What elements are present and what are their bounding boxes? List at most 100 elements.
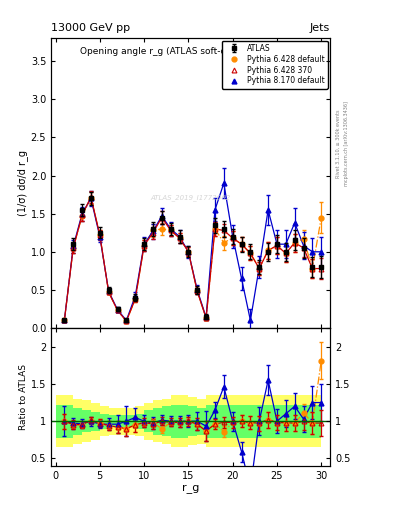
Pythia 6.428 370 [107,289,111,295]
Pythia 6.428 370 [88,194,93,200]
Pythia 6.428 default [319,215,323,221]
Pythia 8.170 default [310,249,315,255]
Y-axis label: (1/σ) dσ/d r_g: (1/σ) dσ/d r_g [17,150,28,216]
Pythia 6.428 default [88,195,93,201]
Pythia 6.428 370 [213,226,217,232]
Pythia 6.428 default [230,235,235,241]
Pythia 8.170 default [186,249,191,255]
Pythia 6.428 default [301,236,306,242]
Pythia 8.170 default [257,264,262,270]
Pythia 8.170 default [133,293,138,299]
Pythia 6.428 default [248,250,253,257]
Pythia 6.428 370 [97,232,102,238]
Pythia 6.428 370 [142,243,147,249]
Pythia 8.170 default [160,213,164,219]
Text: ATLAS_2019_I1772062: ATLAS_2019_I1772062 [151,195,231,201]
X-axis label: r_g: r_g [182,483,199,494]
Text: 13000 GeV pp: 13000 GeV pp [51,23,130,33]
Pythia 8.170 default [266,207,270,213]
Pythia 6.428 default [266,247,270,253]
Pythia 8.170 default [292,220,297,226]
Pythia 6.428 default [115,307,120,313]
Pythia 6.428 default [283,250,288,257]
Text: Opening angle r_g (ATLAS soft-drop observables): Opening angle r_g (ATLAS soft-drop obser… [79,47,302,56]
Pythia 8.170 default [301,243,306,249]
Pythia 8.170 default [151,228,155,234]
Pythia 8.170 default [62,317,67,324]
Pythia 8.170 default [222,180,226,186]
Pythia 6.428 default [107,289,111,295]
Pythia 8.170 default [239,275,244,282]
Pythia 6.428 370 [124,318,129,324]
Text: Rivet 3.1.10, ≥ 300k events: Rivet 3.1.10, ≥ 300k events [336,109,341,178]
Pythia 6.428 370 [80,212,84,218]
Pythia 6.428 370 [115,307,120,313]
Pythia 6.428 default [160,226,164,232]
Y-axis label: Ratio to ATLAS: Ratio to ATLAS [19,364,28,430]
Pythia 6.428 default [71,245,75,251]
Pythia 6.428 default [239,241,244,247]
Pythia 6.428 370 [62,317,67,324]
Pythia 8.170 default [115,307,120,313]
Pythia 6.428 default [80,213,84,219]
Pythia 8.170 default [204,314,208,321]
Pythia 8.170 default [97,233,102,240]
Pythia 8.170 default [88,196,93,202]
Pythia 8.170 default [71,243,75,249]
Legend: ATLAS, Pythia 6.428 default, Pythia 6.428 370, Pythia 8.170 default: ATLAS, Pythia 6.428 default, Pythia 6.42… [222,40,328,89]
Pythia 6.428 370 [204,315,208,321]
Pythia 6.428 370 [195,288,200,294]
Pythia 6.428 370 [222,227,226,233]
Pythia 6.428 370 [186,249,191,255]
Pythia 6.428 370 [248,250,253,257]
Pythia 8.170 default [142,241,147,247]
Pythia 6.428 default [213,226,217,232]
Pythia 6.428 370 [257,266,262,272]
Line: Pythia 8.170 default: Pythia 8.170 default [62,181,324,323]
Pythia 8.170 default [213,207,217,213]
Pythia 8.170 default [107,288,111,294]
Pythia 6.428 370 [133,296,138,302]
Pythia 8.170 default [275,241,279,247]
Pythia 6.428 default [204,315,208,321]
Pythia 6.428 370 [168,227,173,233]
Pythia 6.428 default [177,235,182,241]
Pythia 6.428 default [257,266,262,272]
Pythia 8.170 default [230,233,235,240]
Pythia 6.428 370 [301,245,306,251]
Pythia 6.428 370 [319,266,323,272]
Pythia 8.170 default [319,249,323,255]
Pythia 6.428 default [222,240,226,246]
Pythia 8.170 default [80,210,84,217]
Line: Pythia 6.428 370: Pythia 6.428 370 [62,195,324,324]
Pythia 6.428 370 [266,247,270,253]
Pythia 6.428 370 [151,230,155,236]
Pythia 6.428 default [97,232,102,238]
Pythia 6.428 370 [177,235,182,241]
Pythia 6.428 default [195,288,200,294]
Pythia 6.428 370 [230,235,235,241]
Pythia 6.428 370 [160,215,164,221]
Pythia 6.428 default [310,266,315,272]
Pythia 6.428 default [186,249,191,255]
Pythia 8.170 default [195,287,200,293]
Pythia 8.170 default [248,317,253,324]
Pythia 6.428 370 [283,250,288,257]
Pythia 8.170 default [124,317,129,324]
Pythia 6.428 370 [71,245,75,251]
Pythia 6.428 default [275,243,279,249]
Pythia 6.428 default [151,227,155,233]
Pythia 6.428 370 [275,243,279,249]
Pythia 6.428 default [168,227,173,233]
Text: mcplots.cern.ch [arXiv:1306.3436]: mcplots.cern.ch [arXiv:1306.3436] [344,101,349,186]
Line: Pythia 6.428 default: Pythia 6.428 default [62,195,324,324]
Pythia 6.428 370 [239,241,244,247]
Pythia 6.428 default [133,296,138,302]
Pythia 6.428 default [142,243,147,249]
Pythia 6.428 default [62,317,67,324]
Pythia 6.428 370 [310,266,315,272]
Pythia 8.170 default [168,226,173,232]
Pythia 8.170 default [283,241,288,247]
Pythia 6.428 default [292,240,297,246]
Pythia 6.428 370 [292,240,297,246]
